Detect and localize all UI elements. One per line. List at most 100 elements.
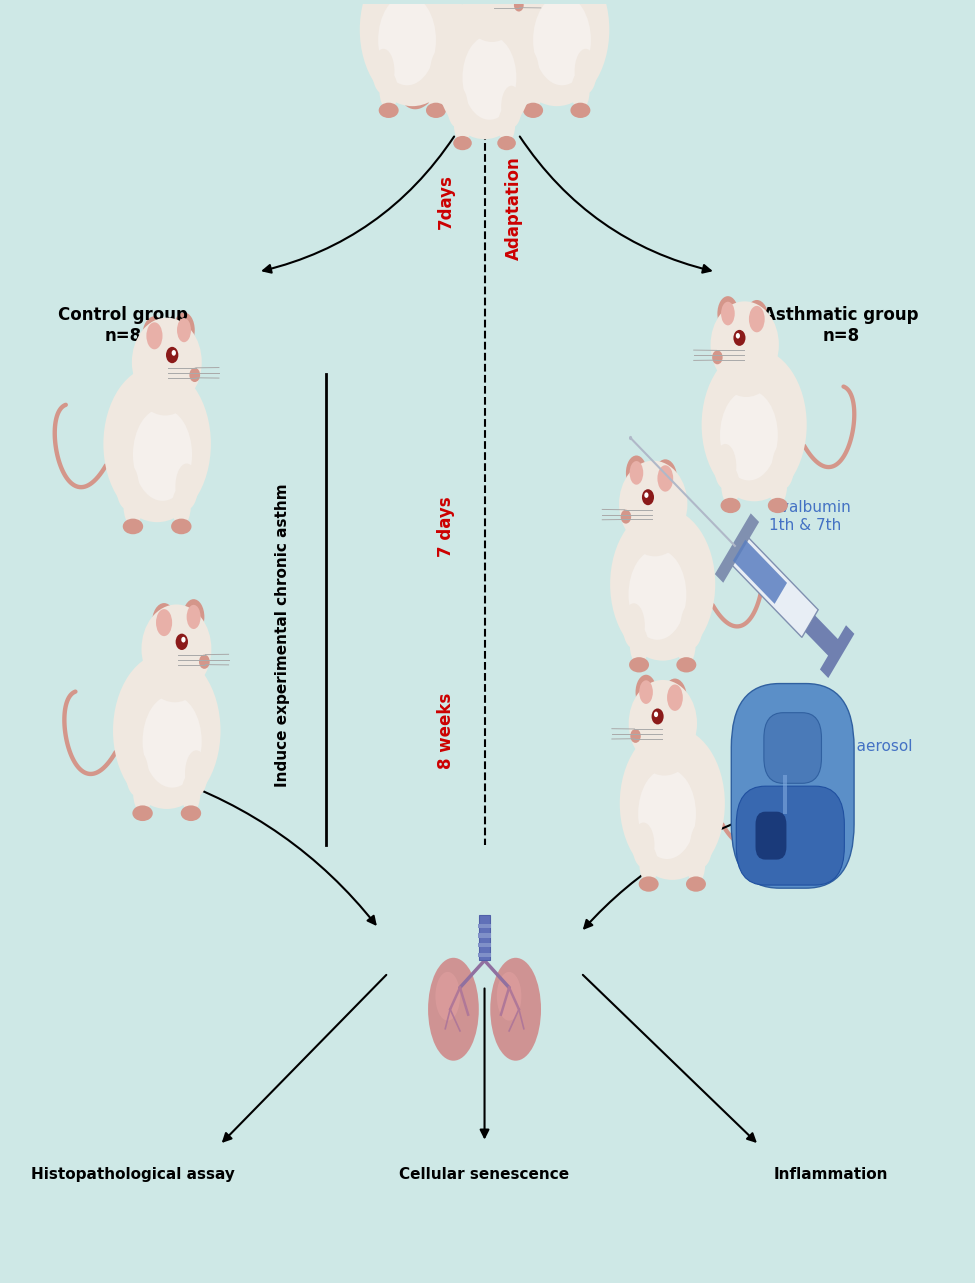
Ellipse shape xyxy=(714,337,748,376)
Ellipse shape xyxy=(436,0,533,139)
Ellipse shape xyxy=(142,316,167,355)
Ellipse shape xyxy=(524,103,543,118)
Ellipse shape xyxy=(497,971,522,1020)
Ellipse shape xyxy=(749,305,764,332)
Ellipse shape xyxy=(629,549,686,640)
Ellipse shape xyxy=(448,86,468,128)
Ellipse shape xyxy=(619,461,687,548)
Ellipse shape xyxy=(686,845,705,884)
Text: Cellular senescence: Cellular senescence xyxy=(400,1166,569,1182)
Ellipse shape xyxy=(180,806,201,821)
Ellipse shape xyxy=(116,463,138,509)
Circle shape xyxy=(166,346,178,363)
Ellipse shape xyxy=(185,751,208,797)
Ellipse shape xyxy=(629,657,649,672)
Ellipse shape xyxy=(570,103,591,118)
Ellipse shape xyxy=(430,49,452,94)
Ellipse shape xyxy=(630,626,648,665)
Ellipse shape xyxy=(177,318,191,343)
Ellipse shape xyxy=(677,657,696,672)
Text: n=16: n=16 xyxy=(458,113,511,131)
Text: Adaptation: Adaptation xyxy=(504,157,523,260)
Ellipse shape xyxy=(126,751,148,797)
Ellipse shape xyxy=(171,518,191,534)
Ellipse shape xyxy=(610,508,716,661)
Ellipse shape xyxy=(630,461,644,485)
Ellipse shape xyxy=(134,774,152,813)
Ellipse shape xyxy=(379,0,429,1)
Ellipse shape xyxy=(490,0,523,22)
Circle shape xyxy=(514,0,524,12)
Ellipse shape xyxy=(772,444,794,489)
Ellipse shape xyxy=(501,86,522,128)
Circle shape xyxy=(630,729,641,743)
Text: Histopathological assay: Histopathological assay xyxy=(31,1166,235,1182)
Ellipse shape xyxy=(113,653,220,810)
Ellipse shape xyxy=(497,136,516,150)
Text: 7 days: 7 days xyxy=(437,497,455,557)
Circle shape xyxy=(621,509,631,523)
Ellipse shape xyxy=(622,497,656,535)
Circle shape xyxy=(712,350,722,364)
Circle shape xyxy=(189,368,200,382)
Ellipse shape xyxy=(653,459,677,498)
Ellipse shape xyxy=(139,366,191,416)
Ellipse shape xyxy=(378,103,399,118)
Ellipse shape xyxy=(711,302,779,389)
Text: Control group
n=8: Control group n=8 xyxy=(58,305,188,345)
Ellipse shape xyxy=(768,467,787,506)
Circle shape xyxy=(644,493,648,498)
Ellipse shape xyxy=(123,518,143,534)
Polygon shape xyxy=(733,540,787,604)
Circle shape xyxy=(629,436,632,440)
Bar xyxy=(783,775,788,813)
Ellipse shape xyxy=(133,806,153,821)
Ellipse shape xyxy=(715,444,736,489)
Text: Ovalbumin aerosol: Ovalbumin aerosol xyxy=(768,739,912,753)
Ellipse shape xyxy=(571,72,590,110)
Ellipse shape xyxy=(640,727,689,775)
Ellipse shape xyxy=(720,390,778,480)
Circle shape xyxy=(176,634,188,650)
Ellipse shape xyxy=(103,366,211,522)
Ellipse shape xyxy=(633,822,654,867)
Circle shape xyxy=(654,712,658,717)
Ellipse shape xyxy=(498,106,515,142)
Ellipse shape xyxy=(681,603,703,648)
Ellipse shape xyxy=(626,455,647,490)
Text: Induce experimental chronic asthm: Induce experimental chronic asthm xyxy=(275,484,290,786)
Ellipse shape xyxy=(149,653,200,702)
Ellipse shape xyxy=(640,845,658,884)
Ellipse shape xyxy=(436,971,460,1020)
Ellipse shape xyxy=(533,0,591,85)
Bar xyxy=(479,953,490,957)
Text: Ovalbumin
1th & 7th: Ovalbumin 1th & 7th xyxy=(768,500,851,532)
Circle shape xyxy=(736,334,740,339)
Text: Inflammation: Inflammation xyxy=(774,1166,888,1182)
Ellipse shape xyxy=(141,604,212,693)
Text: 8 weeks: 8 weeks xyxy=(437,693,455,769)
Ellipse shape xyxy=(721,498,740,513)
Ellipse shape xyxy=(174,312,195,348)
Ellipse shape xyxy=(428,958,479,1061)
Ellipse shape xyxy=(524,72,542,110)
Ellipse shape xyxy=(639,876,659,892)
Polygon shape xyxy=(820,625,854,677)
Circle shape xyxy=(651,708,664,725)
Ellipse shape xyxy=(152,603,176,643)
Ellipse shape xyxy=(640,680,653,704)
Bar xyxy=(479,924,490,928)
Ellipse shape xyxy=(372,49,395,94)
Bar xyxy=(479,934,490,938)
Polygon shape xyxy=(726,532,818,638)
Ellipse shape xyxy=(426,103,446,118)
Ellipse shape xyxy=(462,36,517,119)
Ellipse shape xyxy=(378,0,436,85)
FancyBboxPatch shape xyxy=(763,712,822,784)
Ellipse shape xyxy=(427,72,446,110)
Ellipse shape xyxy=(629,680,697,767)
Polygon shape xyxy=(715,513,760,582)
Ellipse shape xyxy=(124,488,142,526)
Ellipse shape xyxy=(176,463,198,509)
Ellipse shape xyxy=(657,466,673,491)
